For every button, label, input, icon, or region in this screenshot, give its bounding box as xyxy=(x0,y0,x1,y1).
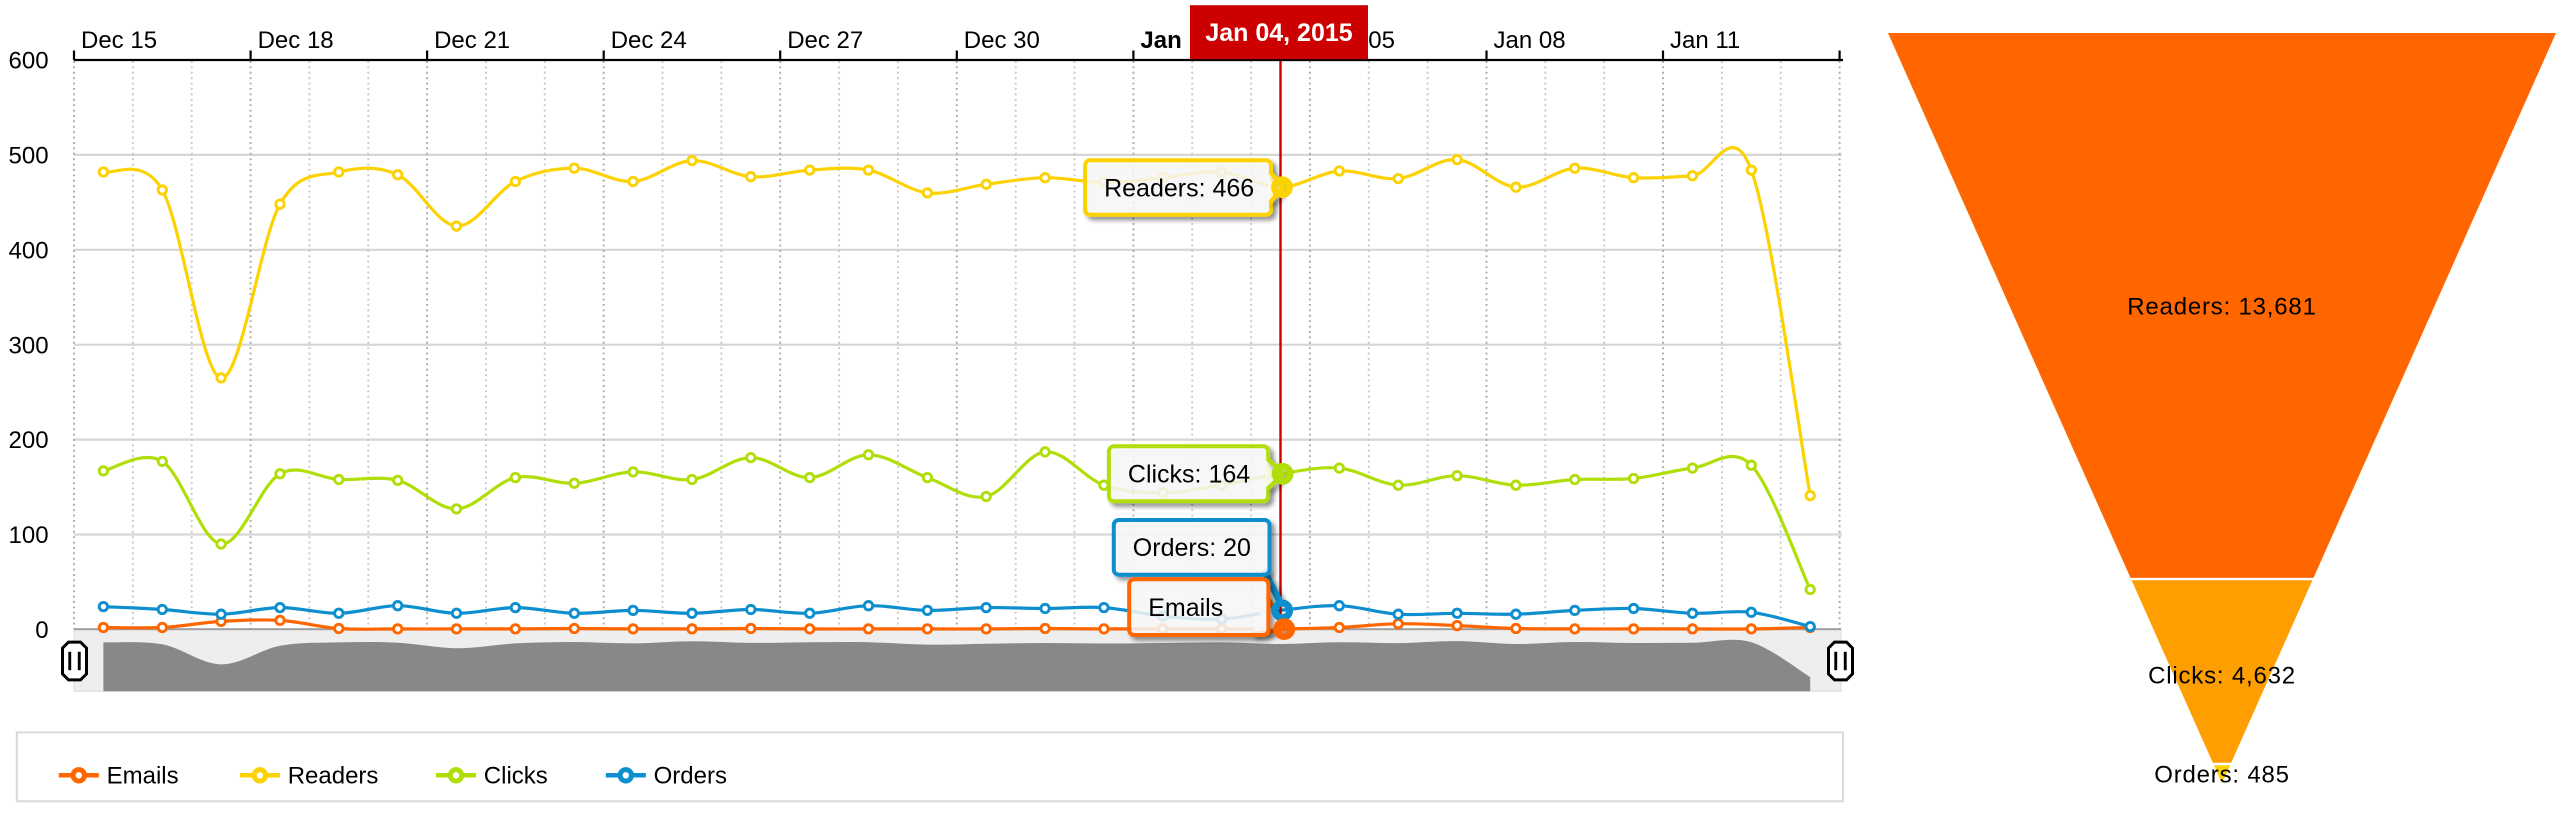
svg-text:Jan 04, 2015: Jan 04, 2015 xyxy=(1205,19,1352,47)
svg-text:Emails: Emails xyxy=(107,763,179,790)
svg-text:600: 600 xyxy=(9,48,49,75)
svg-text:100: 100 xyxy=(9,522,49,549)
svg-text:0: 0 xyxy=(35,617,48,644)
svg-text:200: 200 xyxy=(9,427,49,454)
svg-text:Jan 11: Jan 11 xyxy=(1670,27,1740,54)
svg-text:Orders: 20: Orders: 20 xyxy=(1133,534,1251,562)
svg-text:Dec 24: Dec 24 xyxy=(611,27,687,54)
svg-text:Jan: Jan xyxy=(1140,27,1181,54)
svg-text:300: 300 xyxy=(9,332,49,359)
svg-text:Orders: Orders xyxy=(654,763,727,790)
svg-text:Dec 21: Dec 21 xyxy=(434,27,510,54)
svg-text:Dec 27: Dec 27 xyxy=(787,27,863,54)
svg-text:Readers: 13,681: Readers: 13,681 xyxy=(2127,294,2316,321)
svg-text:Orders: 485: Orders: 485 xyxy=(2154,761,2290,788)
svg-text:Readers: 466: Readers: 466 xyxy=(1104,174,1254,202)
svg-text:400: 400 xyxy=(9,237,49,264)
svg-text:Clicks: Clicks xyxy=(484,763,548,790)
svg-text:Jan 08: Jan 08 xyxy=(1494,27,1566,54)
svg-text:Dec 18: Dec 18 xyxy=(258,27,334,54)
svg-text:500: 500 xyxy=(9,143,49,170)
svg-text:Readers: Readers xyxy=(288,763,379,790)
svg-text:Dec 15: Dec 15 xyxy=(81,27,157,54)
svg-text:Dec 30: Dec 30 xyxy=(964,27,1040,54)
svg-text:Emails: Emails xyxy=(1148,594,1223,622)
svg-text:Clicks: 4,632: Clicks: 4,632 xyxy=(2148,663,2296,690)
svg-text:Clicks: 164: Clicks: 164 xyxy=(1128,461,1250,489)
